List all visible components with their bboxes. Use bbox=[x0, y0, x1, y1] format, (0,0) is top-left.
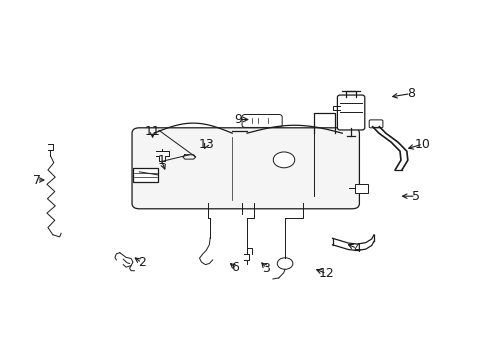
Circle shape bbox=[273, 152, 294, 168]
Text: 12: 12 bbox=[318, 267, 334, 280]
Text: 7: 7 bbox=[33, 174, 41, 186]
FancyBboxPatch shape bbox=[132, 128, 359, 209]
FancyBboxPatch shape bbox=[368, 120, 382, 128]
Text: 13: 13 bbox=[198, 138, 214, 151]
FancyBboxPatch shape bbox=[242, 114, 282, 127]
FancyBboxPatch shape bbox=[337, 95, 364, 130]
Text: 5: 5 bbox=[411, 190, 419, 203]
Text: 8: 8 bbox=[406, 87, 414, 100]
Bar bbox=[133, 168, 158, 182]
Text: 3: 3 bbox=[262, 262, 270, 275]
Circle shape bbox=[277, 258, 292, 269]
Text: 2: 2 bbox=[138, 256, 145, 269]
Text: 10: 10 bbox=[414, 138, 430, 150]
Text: 11: 11 bbox=[144, 125, 160, 138]
Text: 1: 1 bbox=[157, 154, 165, 167]
Bar bbox=[354, 184, 367, 193]
Text: 6: 6 bbox=[230, 261, 238, 274]
Text: 9: 9 bbox=[234, 113, 242, 126]
Text: 4: 4 bbox=[352, 242, 360, 255]
